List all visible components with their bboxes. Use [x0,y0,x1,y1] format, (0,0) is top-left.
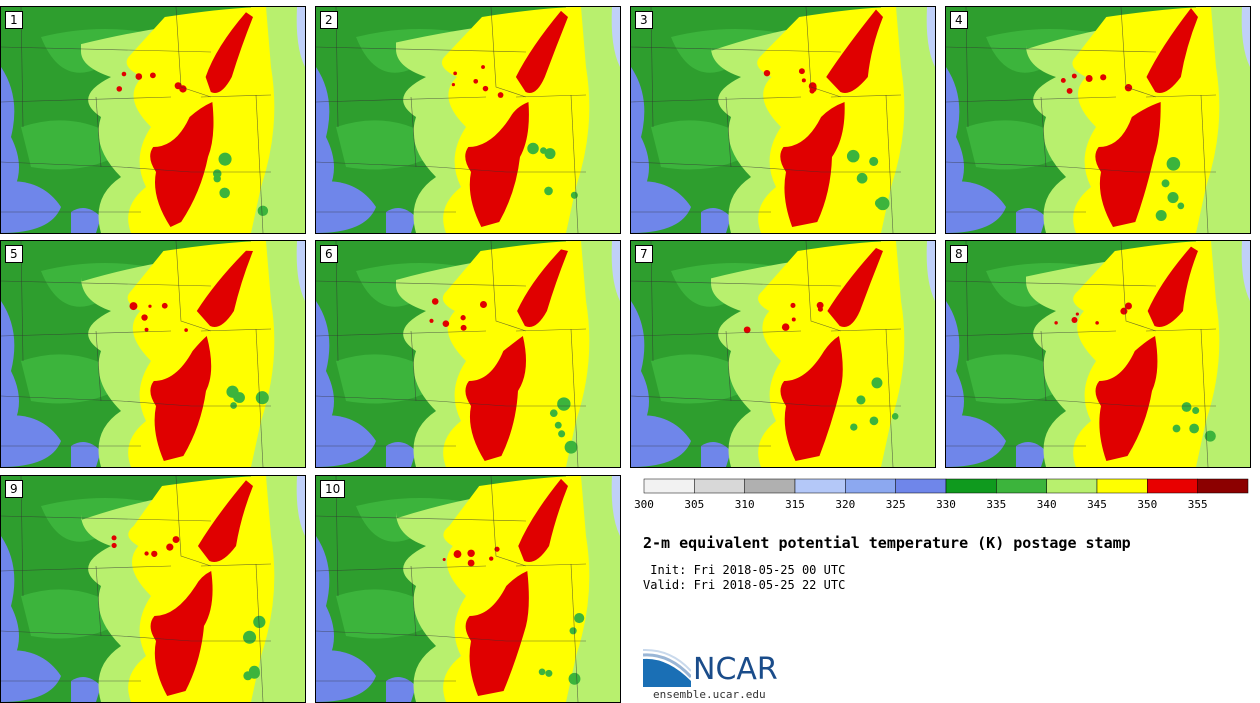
member-number: 8 [950,245,968,263]
colorbar-tick-label: 350 [1137,498,1158,511]
member-number: 10 [320,480,346,498]
theta-e-field [946,241,1250,467]
colorbar-tick-label: 315 [785,498,805,511]
theta-e-field [631,241,935,467]
colorbar-bin [1046,478,1098,494]
colorbar-tick-label: 340 [1036,498,1057,511]
colorbar-tick-label: 300 [634,498,654,511]
member-number: 7 [635,245,653,263]
theta-e-field [1,476,305,702]
member-number: 3 [635,11,653,29]
ensemble-member-map: 2 [315,6,621,234]
colorbar-tick-label: 345 [1087,498,1107,511]
colorbar-tick-label: 325 [885,498,906,511]
colorbar-bin [794,478,846,494]
colorbar-tick-label: 330 [936,498,956,511]
colorbar-bin [996,478,1047,494]
theta-e-field [1,241,305,467]
theta-e-field [946,7,1250,233]
colorbar-tick-label: 335 [986,498,1007,511]
ensemble-member-map: 4 [945,6,1251,234]
init-time: Init: Fri 2018-05-25 00 UTC [643,563,846,577]
colorbar-bin [1197,478,1249,494]
theta-e-field [316,476,620,702]
colorbar-bin [845,478,896,494]
colorbar-bin [643,478,695,494]
member-number: 5 [5,245,23,263]
ensemble-member-map: 3 [630,6,936,234]
ensemble-member-map: 8 [945,240,1251,468]
colorbar-bin [694,478,745,494]
colorbar [643,478,1249,494]
member-number: 9 [5,480,23,498]
colorbar-tick-label: 305 [684,498,705,511]
valid-time: Valid: Fri 2018-05-25 22 UTC [643,578,846,592]
logo-url: ensemble.ucar.edu [653,688,766,701]
theta-e-field [1,7,305,233]
ensemble-member-map: 10 [315,475,621,703]
colorbar-tick-label: 355 [1187,498,1208,511]
member-number: 6 [320,245,338,263]
ensemble-member-map: 6 [315,240,621,468]
figure-title: 2-m equivalent potential temperature (K)… [643,534,1131,552]
ensemble-member-map: 5 [0,240,306,468]
colorbar-tick-label: 320 [835,498,856,511]
ncar-logo-icon [643,647,691,687]
colorbar-bin [895,478,947,494]
colorbar-bin [1147,478,1198,494]
ensemble-member-map: 9 [0,475,306,703]
ensemble-member-map: 7 [630,240,936,468]
colorbar-bin [744,478,796,494]
member-number: 2 [320,11,338,29]
theta-e-field [631,7,935,233]
ensemble-member-map: 1 [0,6,306,234]
colorbar-bin [945,478,997,494]
colorbar-bin [1096,478,1148,494]
member-number: 4 [950,11,968,29]
theta-e-field [316,241,620,467]
logo-name: NCAR [693,652,778,687]
colorbar-tick-label: 310 [734,498,755,511]
member-number: 1 [5,11,23,29]
theta-e-field [316,7,620,233]
